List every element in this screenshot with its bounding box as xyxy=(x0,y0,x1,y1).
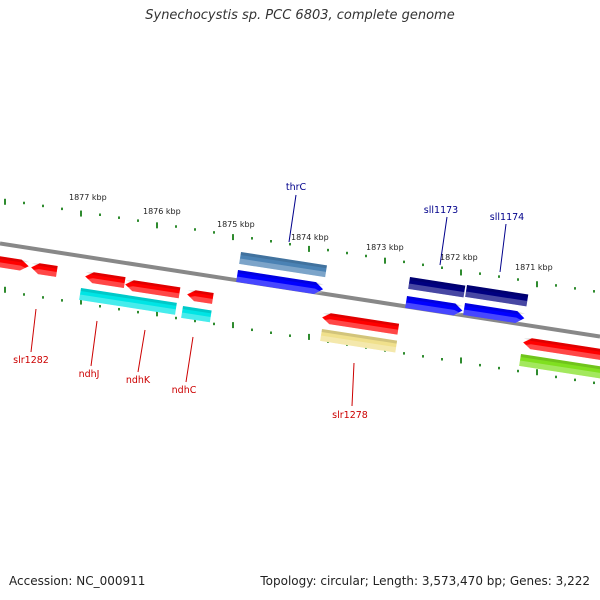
scale-ticks xyxy=(4,198,595,385)
gene-thrc-track xyxy=(239,252,327,278)
gene-label: sll1173 xyxy=(424,205,458,216)
gene-sll1174 xyxy=(463,303,526,323)
leader-line xyxy=(288,194,297,243)
kbp-label: 1873 kbp xyxy=(366,243,404,252)
leader-line xyxy=(30,308,37,353)
gene-sll1173 xyxy=(405,296,464,316)
gene-ndhj xyxy=(84,272,126,288)
gene-ndhj-ndhk-track xyxy=(79,288,177,315)
gene-sll1173-track xyxy=(408,277,466,298)
leader-line xyxy=(90,320,98,367)
label-leader-lines xyxy=(30,194,507,407)
map-title: Synechocystis sp. PCC 6803, complete gen… xyxy=(145,8,455,23)
kbp-label: 1872 kbp xyxy=(440,253,478,262)
gene-ndhc xyxy=(186,290,214,304)
gene-thrc xyxy=(236,270,324,294)
kbp-scale-labels: 1877 kbp 1876 kbp 1875 kbp 1874 kbp 1873 kbp… xyxy=(69,193,553,272)
gene-label: slr1278 xyxy=(332,410,368,421)
gene-label: sll1174 xyxy=(490,212,524,223)
genome-summary-text: Topology: circular; Length: 3,573,470 bp… xyxy=(260,574,590,588)
gene-ndhk xyxy=(124,280,181,299)
leader-line xyxy=(351,362,355,407)
gene-reverse-right xyxy=(522,338,600,362)
gene-label: ndhJ xyxy=(79,369,100,380)
leader-line xyxy=(439,216,448,266)
gene-label: slr1282 xyxy=(13,355,49,366)
leader-line xyxy=(137,329,146,373)
gene-sll1174-track xyxy=(465,285,529,307)
leader-line xyxy=(185,336,194,383)
gene-ndhc-track xyxy=(181,306,212,323)
gene-labels: thrC sll1173 sll1174 slr1282 ndhJ ndhK ndhC slr… xyxy=(13,182,524,421)
gene-reverse-2 xyxy=(30,263,58,277)
kbp-label: 1875 kbp xyxy=(217,220,255,229)
gene-slr1278 xyxy=(321,313,400,335)
gene-reverse-1 xyxy=(0,255,30,271)
gene-label: ndhC xyxy=(172,385,197,396)
kbp-label: 1874 kbp xyxy=(291,233,329,242)
kbp-label: 1877 kbp xyxy=(69,193,107,202)
gene-reverse-right-track xyxy=(519,354,600,380)
gene-slr1278-track xyxy=(320,329,398,353)
gene-label: thrC xyxy=(286,182,307,193)
leader-line xyxy=(499,223,507,273)
kbp-label: 1876 kbp xyxy=(143,207,181,216)
accession-text: Accession: NC_000911 xyxy=(9,574,146,588)
gene-features xyxy=(0,252,600,380)
gene-label: ndhK xyxy=(126,375,151,386)
kbp-label: 1871 kbp xyxy=(515,263,553,272)
